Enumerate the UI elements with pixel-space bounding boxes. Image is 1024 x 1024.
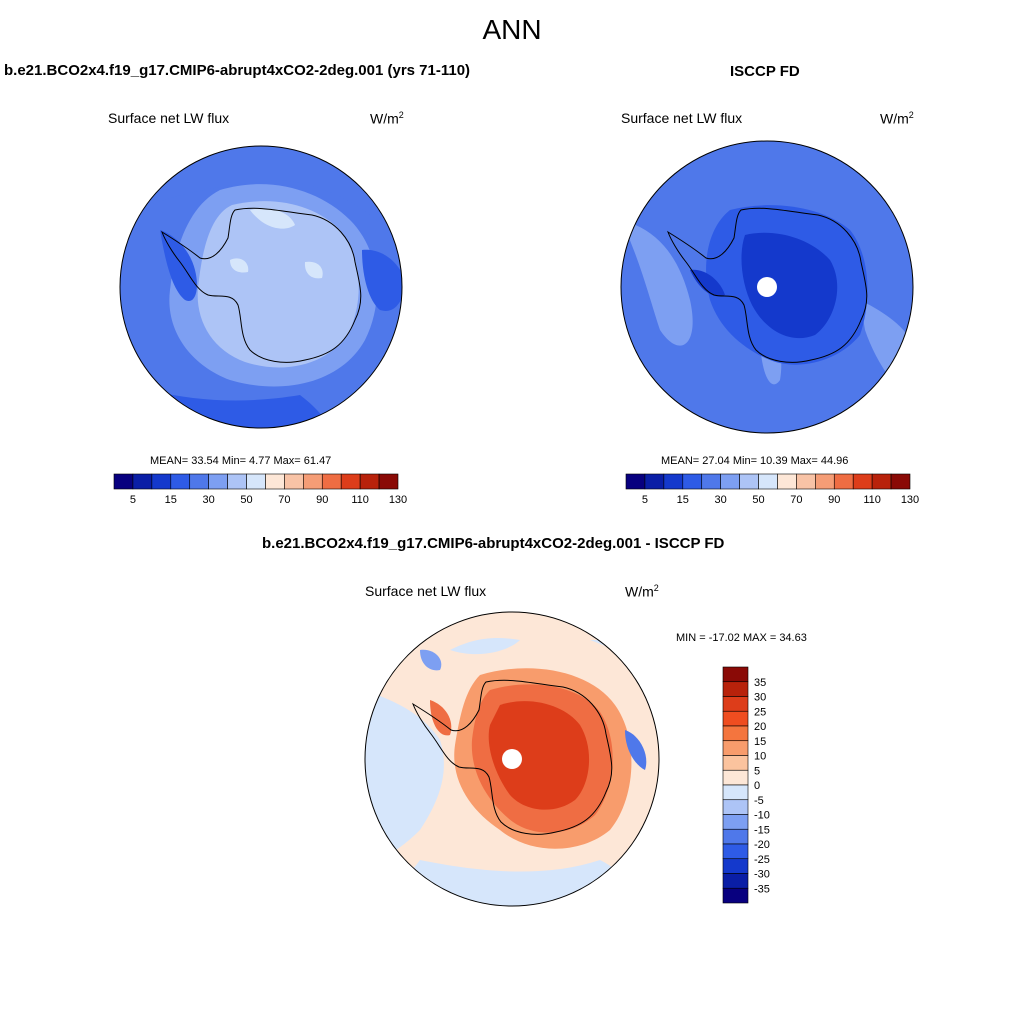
colorbar-model-swatch bbox=[321, 473, 342, 490]
colorbar-model-swatch bbox=[284, 473, 304, 490]
colorbar-model-swatch bbox=[170, 473, 191, 490]
panel-1-variable: Surface net LW flux bbox=[108, 110, 230, 126]
colorbar-observations-tick-label: 50 bbox=[752, 494, 764, 506]
colorbar-difference-tick-label: -15 bbox=[754, 824, 770, 836]
panel-1-units: W/m2 bbox=[370, 110, 404, 127]
panel-1-title: b.e21.BCO2x4.f19_g17.CMIP6-abrupt4xCO2-2… bbox=[4, 62, 471, 79]
panel-3-title: b.e21.BCO2x4.f19_g17.CMIP6-abrupt4xCO2-2… bbox=[262, 535, 725, 552]
colorbar-difference-swatch bbox=[722, 814, 749, 830]
colorbar-observations-swatch bbox=[682, 473, 703, 490]
colorbar-difference-swatch bbox=[722, 799, 749, 815]
colorbar-observations-swatch bbox=[625, 473, 646, 490]
panel-3-units: W/m2 bbox=[625, 583, 659, 600]
colorbar-observations-tick-label: 130 bbox=[901, 494, 919, 506]
panel-2-title: ISCCP FD bbox=[730, 63, 800, 80]
colorbar-model-swatch bbox=[227, 473, 247, 490]
colorbar-difference-tick-label: 15 bbox=[754, 736, 766, 748]
colorbar-observations: 5 15 30 50 70 90 110 130 bbox=[625, 473, 919, 506]
colorbar-model-swatch bbox=[246, 473, 266, 490]
colorbar-observations-swatch bbox=[852, 473, 873, 490]
colorbar-observations-swatch bbox=[663, 473, 684, 490]
colorbar-difference-tick-label: 20 bbox=[754, 721, 766, 733]
colorbar-model-swatch bbox=[359, 473, 380, 490]
colorbar-observations-swatch bbox=[644, 473, 665, 490]
colorbar-observations-swatch bbox=[796, 473, 816, 490]
colorbar-model-swatch bbox=[340, 473, 361, 490]
colorbar-model-swatch bbox=[113, 473, 134, 490]
colorbar-observations-tick-label: 30 bbox=[715, 494, 727, 506]
colorbar-observations-swatch bbox=[739, 473, 759, 490]
colorbar-observations-swatch bbox=[758, 473, 778, 490]
page-title: ANN bbox=[482, 14, 542, 45]
colorbar-difference-tick-label: 5 bbox=[754, 765, 760, 777]
colorbar-difference-tick-label: 30 bbox=[754, 692, 766, 704]
colorbar-difference-tick-label: 25 bbox=[754, 706, 766, 718]
map-model bbox=[119, 145, 403, 429]
colorbar-model-tick-label: 30 bbox=[203, 494, 215, 506]
colorbar-difference-swatch bbox=[722, 828, 749, 845]
colorbar-observations-swatch bbox=[701, 473, 721, 490]
colorbar-difference-swatch bbox=[722, 769, 749, 786]
colorbar-difference-swatch bbox=[722, 740, 749, 756]
colorbar-observations-swatch bbox=[833, 473, 854, 490]
colorbar-difference-swatch bbox=[722, 887, 749, 904]
colorbar-difference-tick-label: 0 bbox=[754, 780, 760, 792]
colorbar-observations-swatch bbox=[890, 473, 911, 490]
colorbar-difference-tick-label: -25 bbox=[754, 854, 770, 866]
colorbar-model-tick-label: 90 bbox=[316, 494, 328, 506]
colorbar-difference-swatch bbox=[722, 755, 749, 771]
colorbar-difference-swatch bbox=[722, 696, 749, 712]
colorbar-difference-tick-label: 10 bbox=[754, 751, 766, 763]
colorbar-model-swatch bbox=[378, 473, 399, 490]
colorbar-difference-swatch bbox=[722, 681, 749, 697]
colorbar-observations-swatch bbox=[720, 473, 740, 490]
colorbar-difference-swatch bbox=[722, 710, 749, 727]
colorbar-observations-tick-label: 5 bbox=[642, 494, 648, 506]
colorbar-model-swatch bbox=[189, 473, 209, 490]
colorbar-model-tick-label: 15 bbox=[165, 494, 177, 506]
panel-1-stats: MEAN= 33.54 Min= 4.77 Max= 61.47 bbox=[150, 455, 332, 467]
colorbar-difference-swatch bbox=[722, 873, 749, 889]
colorbar-model-tick-label: 50 bbox=[240, 494, 252, 506]
colorbar-difference-swatch bbox=[722, 784, 749, 801]
colorbar-model-swatch bbox=[265, 473, 285, 490]
map-observations bbox=[620, 140, 914, 434]
panel-3-variable: Surface net LW flux bbox=[365, 583, 487, 599]
colorbar-difference-swatch bbox=[722, 666, 749, 683]
colorbar-observations-tick-label: 15 bbox=[677, 494, 689, 506]
colorbar-observations-tick-label: 70 bbox=[790, 494, 802, 506]
colorbar-difference-swatch bbox=[722, 843, 749, 860]
colorbar-difference-swatch bbox=[722, 725, 749, 742]
colorbar-difference-tick-label: -30 bbox=[754, 869, 770, 881]
colorbar-model-swatch bbox=[303, 473, 323, 490]
colorbar-difference-tick-label: -20 bbox=[754, 839, 770, 851]
colorbar-model-tick-label: 130 bbox=[389, 494, 407, 506]
panel-2-variable: Surface net LW flux bbox=[621, 110, 743, 126]
colorbar-observations-tick-label: 110 bbox=[863, 494, 881, 506]
colorbar-difference-swatch bbox=[722, 858, 749, 874]
colorbar-model-swatch bbox=[208, 473, 228, 490]
colorbar-model-tick-label: 110 bbox=[351, 494, 369, 506]
colorbar-observations-swatch bbox=[815, 473, 835, 490]
colorbar-model-tick-label: 5 bbox=[130, 494, 136, 506]
colorbar-difference-tick-label: 35 bbox=[754, 677, 766, 689]
colorbar-difference: 35 30 25 20 15 10 5 0 -5 -10 -15 -20 -25 -30 -35 bbox=[722, 666, 770, 904]
panel-3-stats: MIN = -17.02 MAX = 34.63 bbox=[676, 632, 807, 644]
colorbar-observations-swatch bbox=[777, 473, 797, 490]
panel-2-units: W/m2 bbox=[880, 110, 914, 127]
colorbar-difference-tick-label: -35 bbox=[754, 883, 770, 895]
colorbar-model: 5 15 30 50 70 90 110 130 bbox=[113, 473, 407, 506]
colorbar-observations-swatch bbox=[871, 473, 892, 490]
colorbar-difference-tick-label: -10 bbox=[754, 810, 770, 822]
colorbar-model-swatch bbox=[132, 473, 153, 490]
map-difference bbox=[364, 611, 660, 907]
colorbar-model-tick-label: 70 bbox=[278, 494, 290, 506]
colorbar-difference-tick-label: -5 bbox=[754, 795, 764, 807]
panel-2-stats: MEAN= 27.04 Min= 10.39 Max= 44.96 bbox=[661, 455, 849, 467]
colorbar-observations-tick-label: 90 bbox=[828, 494, 840, 506]
colorbar-model-swatch bbox=[151, 473, 172, 490]
